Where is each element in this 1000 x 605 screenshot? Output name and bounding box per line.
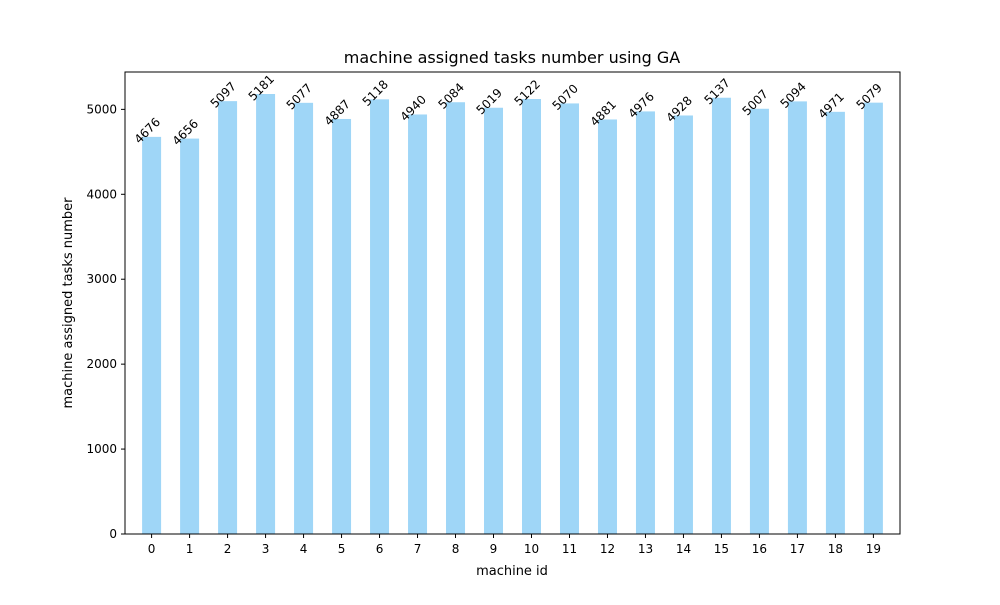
bar-10: [522, 99, 541, 534]
axes-layer: 0 1 2 3 4 5 6 7 8 9 10 11 12 13 14 15 16 17 18 190100020003…: [86, 71, 901, 556]
y-tick-label-1000: 1000: [86, 442, 117, 456]
bar-4: [294, 102, 314, 534]
y-tick-label-5000: 5000: [86, 102, 117, 116]
y-tick-label-2000: 2000: [86, 357, 117, 371]
x-tick-label-11: 11: [562, 542, 577, 556]
bar-9: [484, 107, 504, 534]
x-tick-label-3: 3: [262, 542, 270, 556]
bar-13: [635, 111, 655, 534]
bar-14: [673, 115, 693, 534]
plot-frame: [124, 71, 901, 535]
x-tick-label-7: 7: [414, 542, 422, 556]
x-tick-label-1: 1: [186, 542, 194, 556]
bar-18: [825, 111, 845, 534]
x-tick-label-19: 19: [866, 542, 881, 556]
x-tick-label-6: 6: [376, 542, 384, 556]
bar-5: [332, 118, 352, 535]
y-axis-label: machine assigned tasks number: [61, 197, 76, 409]
y-tick-label-3000: 3000: [86, 272, 117, 286]
bar-6: [370, 99, 390, 534]
bar-15: [711, 97, 731, 534]
x-tick-label-9: 9: [490, 542, 498, 556]
bar-8: [446, 102, 466, 534]
bars-layer: [142, 94, 883, 535]
bar-1: [180, 138, 200, 534]
x-axis-label: machine id: [476, 564, 548, 579]
x-tick-label-5: 5: [338, 542, 346, 556]
bar-17: [787, 101, 807, 534]
x-tick-label-12: 12: [600, 542, 615, 556]
x-tick-label-4: 4: [300, 542, 308, 556]
x-tick-label-17: 17: [790, 542, 805, 556]
x-tick-label-18: 18: [828, 542, 843, 556]
bar-3: [256, 94, 276, 534]
bar-11: [559, 103, 579, 535]
bar-2: [218, 101, 238, 534]
x-tick-label-0: 0: [148, 542, 156, 556]
y-tick-label-0: 0: [109, 527, 117, 541]
bar-7: [408, 114, 428, 535]
x-tick-label-14: 14: [676, 542, 691, 556]
y-tick-label-4000: 4000: [86, 187, 117, 201]
x-tick-label-2: 2: [224, 542, 232, 556]
bar-12: [597, 119, 617, 534]
bar-16: [749, 108, 769, 535]
bar-0: [142, 136, 162, 534]
x-tick-label-10: 10: [524, 542, 539, 556]
bar-19: [863, 102, 883, 534]
x-tick-label-8: 8: [452, 542, 460, 556]
x-tick-label-15: 15: [714, 542, 729, 556]
chart-title: machine assigned tasks number using GA: [344, 48, 680, 67]
x-tick-label-16: 16: [752, 542, 767, 556]
x-tick-label-13: 13: [638, 542, 653, 556]
